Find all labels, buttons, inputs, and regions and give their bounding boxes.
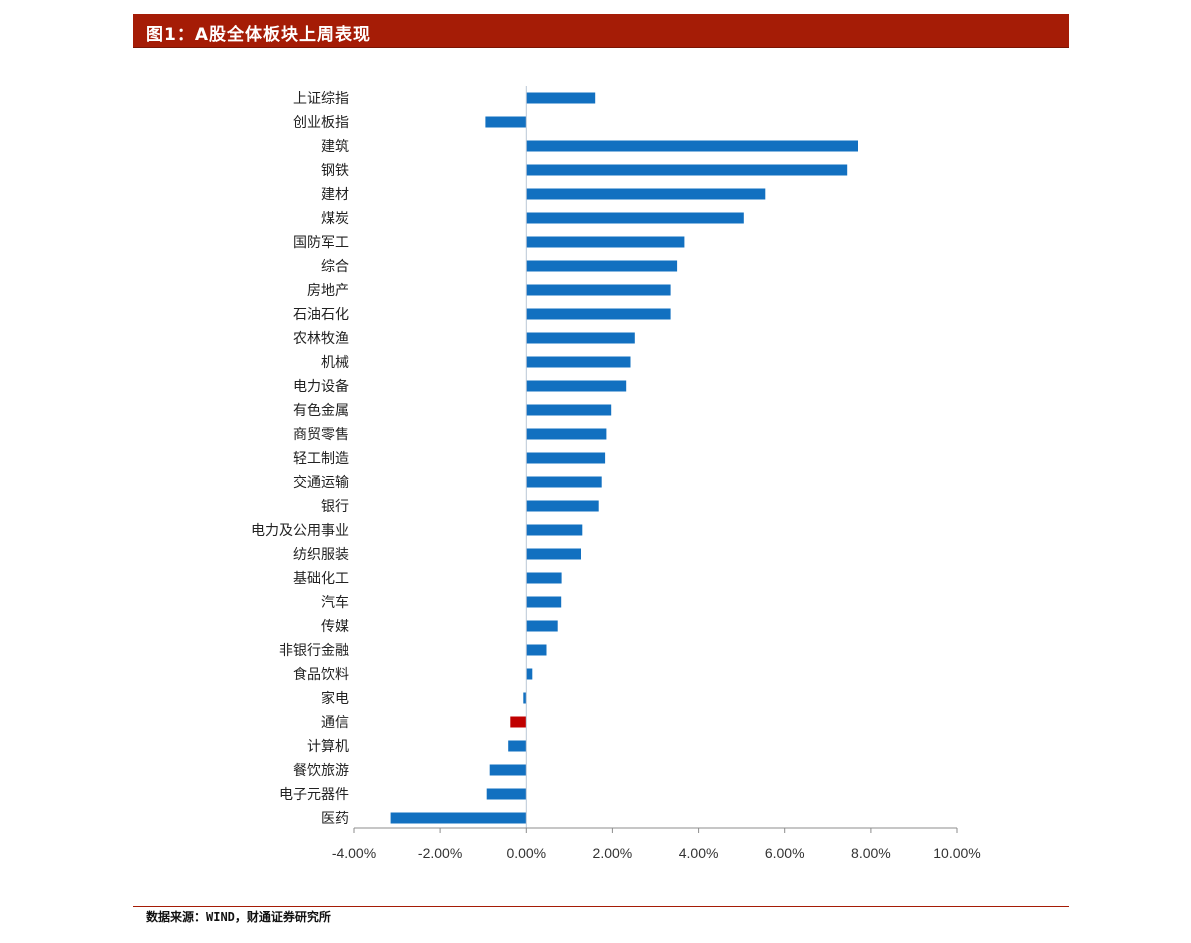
bar-24 <box>526 668 533 680</box>
category-label: 计算机 <box>307 739 349 755</box>
bar-0 <box>526 92 596 104</box>
category-label: 建材 <box>321 187 349 203</box>
bar-9 <box>526 308 671 320</box>
bar-29 <box>486 788 527 800</box>
category-label: 综合 <box>321 259 349 275</box>
bar-30 <box>390 812 527 824</box>
x-tick-label: 0.00% <box>506 845 546 861</box>
bar-25 <box>523 692 527 704</box>
category-label: 基础化工 <box>293 570 349 587</box>
bar-28 <box>489 764 527 776</box>
category-label: 建筑 <box>321 139 349 155</box>
category-label: 机械 <box>321 355 349 371</box>
category-label: 银行 <box>321 499 349 515</box>
bar-26 <box>510 716 527 728</box>
category-label: 房地产 <box>307 283 349 299</box>
category-label: 餐饮旅游 <box>293 763 349 779</box>
bar-8 <box>526 284 671 296</box>
bar-23 <box>526 644 547 656</box>
category-label: 医药 <box>321 811 349 827</box>
bar-1 <box>485 116 527 128</box>
bar-16 <box>526 476 602 488</box>
category-label: 纺织服装 <box>293 547 349 563</box>
x-tick-label: -2.00% <box>418 845 462 861</box>
category-label: 煤炭 <box>321 211 349 227</box>
category-label: 非银行金融 <box>279 643 349 659</box>
bar-19 <box>526 548 581 560</box>
bar-7 <box>526 260 678 272</box>
bar-15 <box>526 452 606 464</box>
x-tick-label: 8.00% <box>851 845 891 861</box>
bar-13 <box>526 404 612 416</box>
category-label: 汽车 <box>321 594 349 611</box>
source-note: 数据来源：WIND，财通证券研究所 <box>146 910 331 924</box>
bar-3 <box>526 164 848 176</box>
category-label: 通信 <box>321 715 349 731</box>
bar-4 <box>526 188 766 200</box>
x-tick-label: 10.00% <box>933 845 980 861</box>
x-tick-label: 4.00% <box>679 845 719 861</box>
bar-21 <box>526 596 562 608</box>
category-label: 创业板指 <box>293 115 349 131</box>
category-label: 传媒 <box>321 619 349 635</box>
source-divider <box>133 906 1069 907</box>
category-label: 钢铁 <box>321 163 349 179</box>
category-label: 农林牧渔 <box>293 331 349 347</box>
category-label: 石油石化 <box>293 307 349 323</box>
bar-12 <box>526 380 627 392</box>
bar-27 <box>508 740 527 752</box>
page-title: 图1：A股全体板块上周表现 <box>146 25 371 45</box>
bar-17 <box>526 500 599 512</box>
x-tick-label: 2.00% <box>593 845 633 861</box>
bar-6 <box>526 236 685 248</box>
bar-10 <box>526 332 635 344</box>
bar-11 <box>526 356 631 368</box>
x-tick-label: -4.00% <box>332 845 376 861</box>
title-bar: 图1：A股全体板块上周表现 <box>133 14 1069 47</box>
category-label: 电力及公用事业 <box>251 523 349 539</box>
category-label: 有色金属 <box>293 402 349 419</box>
bar-5 <box>526 212 744 224</box>
category-label: 商贸零售 <box>293 427 349 443</box>
bar-2 <box>526 140 858 152</box>
category-label: 国防军工 <box>293 235 349 251</box>
bar-18 <box>526 524 583 536</box>
bar-20 <box>526 572 562 584</box>
category-label: 电子元器件 <box>279 787 349 803</box>
category-label: 交通运输 <box>293 474 349 491</box>
category-label: 电力设备 <box>293 378 349 395</box>
bar-22 <box>526 620 558 632</box>
x-tick-label: 6.00% <box>765 845 805 861</box>
category-label: 家电 <box>321 690 349 707</box>
category-label: 上证综指 <box>293 91 349 107</box>
bar-14 <box>526 428 607 440</box>
category-label: 食品饮料 <box>293 666 349 683</box>
category-label: 轻工制造 <box>293 451 349 467</box>
